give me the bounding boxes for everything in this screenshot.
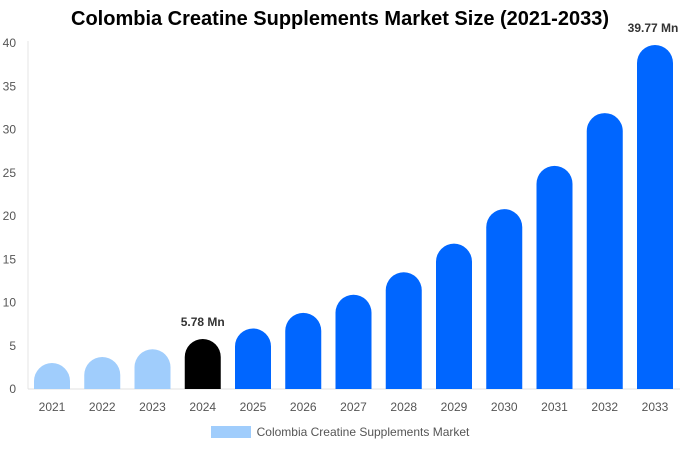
bar-2027: [335, 294, 372, 389]
legend-swatch: [210, 426, 251, 438]
x-tick-label: 2031: [541, 400, 568, 414]
bar-2031: [536, 165, 573, 389]
chart-title: Colombia Creatine Supplements Market Siz…: [71, 8, 609, 30]
x-tick-label: 2029: [441, 400, 468, 414]
legend: Colombia Creatine Supplements Market: [0, 425, 680, 439]
x-tick-label: 2021: [39, 400, 66, 414]
bar-2026: [285, 312, 322, 389]
y-tick-label: 5: [9, 339, 16, 353]
bar-2028: [385, 272, 422, 389]
y-tick-label: 25: [3, 166, 17, 180]
y-tick-label: 15: [3, 252, 17, 266]
legend-label: Colombia Creatine Supplements Market: [256, 425, 470, 439]
y-tick-label: 0: [9, 382, 16, 396]
bar-2021: [34, 363, 70, 389]
data-label-2033: 39.77 Mn: [628, 21, 679, 35]
data-label-2024: 5.78 Mn: [181, 315, 225, 329]
x-tick-label: 2025: [240, 400, 267, 414]
x-tick-label: 2033: [642, 400, 669, 414]
x-tick-label: 2026: [290, 400, 317, 414]
bar-2032: [586, 113, 623, 389]
x-tick-label: 2023: [139, 400, 166, 414]
bar-2030: [486, 209, 523, 389]
bar-2023: [134, 349, 171, 389]
x-tick-label: 2030: [491, 400, 518, 414]
y-tick-label: 40: [3, 36, 17, 50]
bar-2025: [235, 328, 271, 389]
y-tick-label: 30: [3, 123, 17, 137]
y-tick-label: 20: [3, 209, 17, 223]
bar-2029: [436, 243, 472, 389]
x-tick-label: 2027: [340, 400, 367, 414]
y-tick-label: 35: [3, 79, 17, 93]
x-tick-label: 2022: [89, 400, 116, 414]
bar-2022: [84, 356, 121, 389]
x-tick-label: 2024: [189, 400, 216, 414]
x-tick-label: 2032: [591, 400, 618, 414]
y-tick-label: 10: [3, 296, 17, 310]
x-tick-label: 2028: [390, 400, 417, 414]
bar-2033: [637, 44, 673, 389]
bar-2024: [184, 339, 221, 389]
